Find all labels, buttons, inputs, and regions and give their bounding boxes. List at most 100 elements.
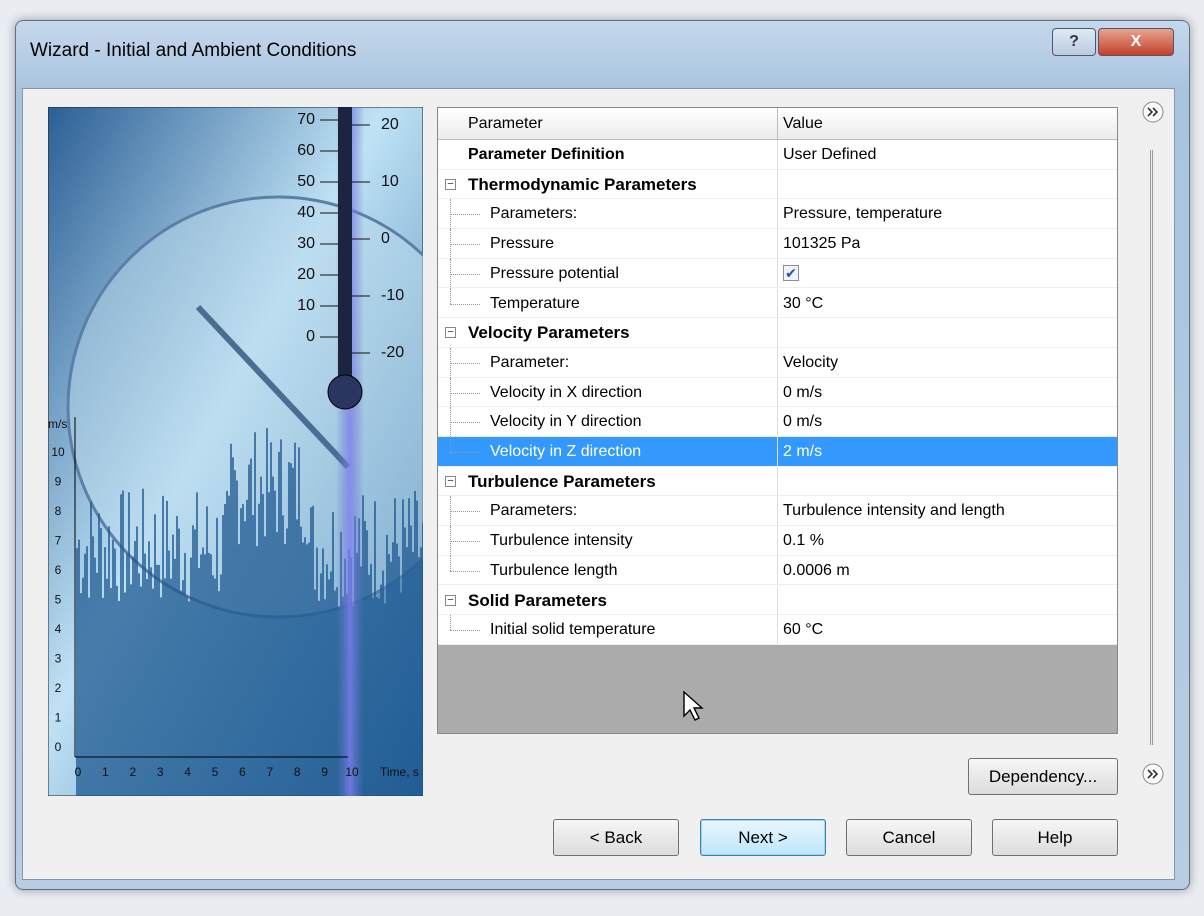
signal-bar (90, 501, 92, 796)
signal-bar (206, 506, 208, 796)
parameter-value: 0 m/s (783, 383, 823, 401)
illustration: 70605040302010020100-10-20m/s10987654321… (48, 107, 423, 796)
signal-bar (334, 590, 336, 796)
signal-bar (200, 554, 202, 796)
grid-row[interactable]: Velocity in Y direction 0 m/s (438, 407, 1117, 438)
signal-bar (394, 498, 396, 796)
signal-bar (110, 588, 112, 796)
signal-bar (224, 503, 226, 796)
expand-button[interactable] (1141, 100, 1165, 124)
signal-bar (254, 432, 256, 796)
mouse-cursor (683, 690, 704, 721)
grid-row[interactable]: Velocity in Z direction 2 m/s (438, 437, 1117, 467)
signal-bar (268, 492, 270, 796)
tree-line (450, 452, 480, 453)
signal-bar (406, 547, 408, 796)
signal-bar (320, 573, 322, 796)
wizard-button[interactable]: Cancel (846, 819, 972, 856)
close-button[interactable]: X (1098, 28, 1174, 56)
parameter-name: Parameter: (490, 353, 570, 371)
signal-bar (332, 512, 334, 796)
scale-label: 8 (294, 765, 301, 779)
signal-bar (92, 536, 94, 796)
signal-bar (244, 521, 246, 796)
signal-bar (274, 490, 276, 796)
signal-bar (324, 599, 326, 796)
signal-bar (132, 556, 134, 796)
collapse-toggle[interactable]: − (445, 327, 456, 339)
grid-row[interactable]: Parameter: Velocity (438, 347, 1117, 378)
grid-empty-area (438, 644, 1117, 733)
grid-row[interactable]: Parameters: Turbulence intensity and leng… (438, 496, 1117, 527)
signal-bar (210, 554, 212, 796)
grid-row[interactable]: Temperature 30 °C (438, 288, 1117, 319)
grid-row[interactable]: − Solid Parameters (438, 585, 1117, 616)
signal-bar (152, 588, 154, 796)
signal-bar (422, 522, 423, 796)
parameter-name: Parameter Definition (468, 146, 625, 163)
grid-row[interactable]: Pressure potential ✔ (438, 258, 1117, 289)
scale-label: 8 (55, 504, 62, 518)
signal-bar (306, 544, 308, 796)
signal-bar (208, 552, 210, 796)
grid-row[interactable]: Parameters: Pressure, temperature (438, 199, 1117, 230)
scale-label: 2 (129, 765, 136, 779)
signal-bar (174, 558, 176, 796)
dependency-button[interactable]: Dependency... (968, 758, 1118, 795)
thermometer-bulb (327, 374, 363, 410)
scale-label: 0 (381, 230, 390, 247)
parameter-grid: Parameter Value Parameter Definition User… (437, 107, 1118, 734)
column-divider (777, 526, 778, 555)
grid-row[interactable]: − Thermodynamic Parameters (438, 169, 1117, 200)
grid-row[interactable]: − Velocity Parameters (438, 318, 1117, 348)
grid-row[interactable]: Pressure 101325 Pa (438, 229, 1117, 260)
signal-bar (80, 593, 82, 796)
checkbox[interactable]: ✔ (783, 264, 799, 281)
signal-bar (156, 564, 158, 796)
signal-bar (126, 553, 128, 796)
column-divider (777, 585, 778, 615)
column-divider (777, 377, 778, 407)
signal-bar (270, 442, 272, 796)
grid-row[interactable]: Turbulence length 0.0006 m (438, 555, 1117, 586)
signal-bar (214, 578, 216, 796)
expand-button[interactable] (1141, 762, 1165, 786)
signal-bar (98, 513, 100, 796)
grid-row[interactable]: Velocity in X direction 0 m/s (438, 377, 1117, 408)
collapse-toggle[interactable]: − (445, 178, 456, 190)
signal-bar (146, 579, 148, 796)
wizard-button[interactable]: < Back (553, 819, 679, 856)
signal-bar (246, 499, 248, 796)
signal-bar (372, 597, 374, 796)
signal-bar (194, 529, 196, 796)
signal-bar (318, 600, 320, 796)
wizard-button[interactable]: Help (992, 819, 1118, 856)
signal-bar (382, 570, 384, 796)
parameter-value: Velocity (783, 353, 839, 371)
parameter-name: Parameters: (490, 502, 578, 520)
tree-line (450, 437, 451, 452)
column-divider (777, 169, 778, 199)
signal-bar (148, 541, 150, 796)
signal-bar (380, 584, 382, 796)
signal-bar (300, 526, 302, 796)
collapse-toggle[interactable]: − (445, 475, 456, 487)
help-button[interactable]: ? (1052, 28, 1096, 56)
signal-bar (370, 563, 372, 796)
signal-bar (364, 520, 366, 796)
grid-row[interactable]: Parameter Definition User Defined (438, 140, 1117, 170)
signal-bar (392, 542, 394, 796)
scale-label: 10 (297, 297, 315, 314)
wizard-button[interactable]: Next > (700, 819, 826, 856)
parameter-value: 0 m/s (783, 413, 823, 431)
grid-row[interactable]: − Turbulence Parameters (438, 466, 1117, 497)
signal-bar (260, 476, 262, 796)
collapse-toggle[interactable]: − (445, 594, 456, 606)
grid-row[interactable]: Turbulence intensity 0.1 % (438, 526, 1117, 557)
grid-row[interactable]: Initial solid temperature 60 °C (438, 615, 1117, 645)
scale-label: 7 (266, 765, 273, 779)
signal-bar (240, 508, 242, 796)
signal-bar (178, 528, 180, 796)
tree-line (450, 615, 451, 631)
